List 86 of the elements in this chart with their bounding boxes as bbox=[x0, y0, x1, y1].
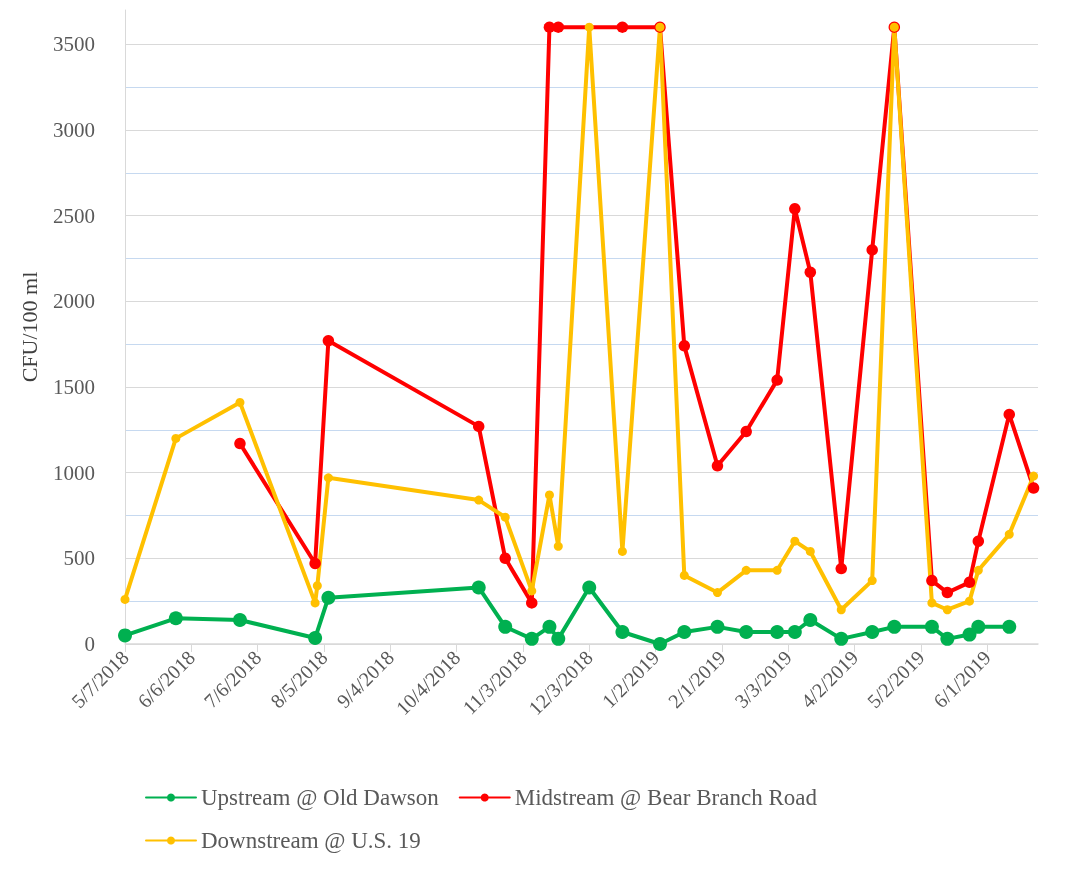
legend-label: Downstream @ U.S. 19 bbox=[201, 828, 421, 853]
point bbox=[741, 565, 751, 575]
point bbox=[582, 580, 597, 595]
legend-label: Upstream @ Old Dawson bbox=[201, 785, 440, 810]
point bbox=[942, 605, 952, 615]
point bbox=[308, 631, 323, 645]
point bbox=[887, 619, 902, 634]
point bbox=[740, 425, 752, 438]
point bbox=[790, 536, 800, 546]
point bbox=[1027, 482, 1040, 494]
y-tick-label: 500 bbox=[63, 546, 95, 571]
point bbox=[739, 625, 754, 639]
point bbox=[940, 631, 955, 646]
point bbox=[678, 340, 691, 352]
y-tick-label: 3500 bbox=[53, 32, 95, 57]
point bbox=[323, 473, 333, 483]
point bbox=[472, 420, 485, 433]
point bbox=[617, 546, 627, 556]
point bbox=[471, 580, 486, 595]
point bbox=[544, 490, 554, 500]
point bbox=[310, 598, 320, 608]
point bbox=[584, 22, 594, 32]
point bbox=[972, 535, 985, 547]
point bbox=[553, 541, 563, 551]
point bbox=[232, 613, 247, 628]
point bbox=[526, 597, 538, 609]
point bbox=[498, 619, 513, 634]
point bbox=[524, 631, 539, 646]
point bbox=[927, 598, 937, 608]
point bbox=[710, 619, 725, 634]
point bbox=[309, 557, 321, 570]
point bbox=[711, 460, 724, 472]
point bbox=[805, 546, 815, 556]
legend-label: Midstream @ Bear Branch Road bbox=[514, 785, 818, 810]
point bbox=[542, 619, 557, 634]
point bbox=[712, 588, 722, 598]
point bbox=[804, 266, 817, 278]
point bbox=[474, 495, 484, 505]
y-tick-label: 1000 bbox=[53, 460, 95, 485]
y-tick-label: 0 bbox=[84, 632, 95, 656]
y-tick-label: 2000 bbox=[53, 289, 95, 314]
point bbox=[527, 586, 537, 596]
point bbox=[1002, 619, 1017, 634]
point bbox=[964, 596, 974, 606]
y-tick-label: 1500 bbox=[53, 374, 95, 399]
point bbox=[924, 619, 939, 634]
point bbox=[234, 437, 246, 450]
point bbox=[552, 21, 565, 33]
point bbox=[789, 203, 801, 215]
point bbox=[1004, 529, 1014, 539]
point bbox=[171, 433, 181, 443]
point bbox=[941, 586, 954, 599]
y-tick-label: 3000 bbox=[53, 117, 95, 142]
point bbox=[312, 581, 322, 591]
point bbox=[235, 397, 245, 407]
point bbox=[834, 631, 849, 646]
point bbox=[652, 637, 667, 651]
point bbox=[787, 625, 802, 639]
point bbox=[770, 625, 785, 639]
point bbox=[973, 565, 983, 575]
y-axis-title: CFU/100 ml bbox=[16, 271, 42, 383]
point bbox=[963, 576, 976, 589]
point bbox=[865, 625, 880, 639]
point bbox=[118, 628, 132, 643]
point bbox=[615, 625, 630, 639]
point bbox=[322, 334, 335, 347]
point bbox=[1029, 471, 1039, 481]
point bbox=[499, 552, 511, 565]
point bbox=[835, 562, 847, 575]
point bbox=[616, 21, 629, 33]
y-tick-label: 2500 bbox=[53, 203, 95, 228]
point bbox=[120, 594, 130, 604]
point bbox=[836, 605, 846, 615]
point bbox=[867, 576, 877, 586]
point bbox=[971, 619, 986, 634]
point bbox=[551, 631, 566, 646]
point bbox=[926, 574, 938, 587]
point bbox=[168, 611, 183, 626]
point bbox=[679, 570, 689, 580]
point bbox=[771, 374, 783, 386]
point bbox=[772, 565, 782, 575]
point bbox=[321, 590, 336, 605]
point bbox=[866, 244, 878, 256]
point bbox=[677, 625, 692, 639]
point bbox=[803, 613, 818, 628]
point bbox=[500, 512, 510, 522]
